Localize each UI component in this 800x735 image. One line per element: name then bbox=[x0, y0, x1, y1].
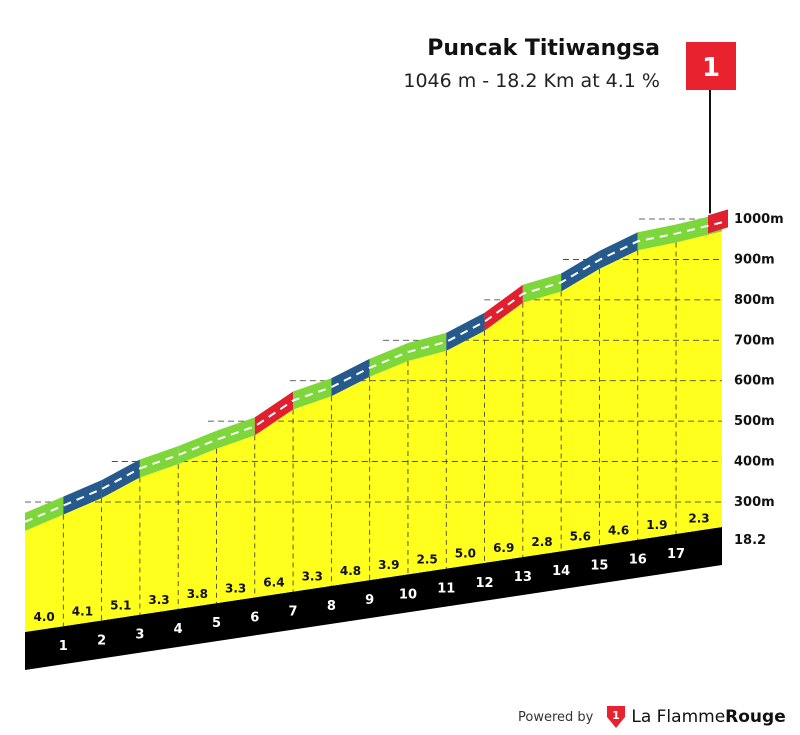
gradient-label: 4.1 bbox=[72, 604, 93, 618]
km-label: 6 bbox=[250, 610, 259, 625]
km-label: 4 bbox=[174, 622, 183, 637]
footer-attribution: Powered by 1 La Flamme Rouge bbox=[518, 705, 786, 729]
summit-cap bbox=[708, 209, 728, 234]
total-distance-label: 18.2 bbox=[734, 533, 766, 548]
flag-logo-icon: 1 bbox=[607, 706, 626, 728]
gradient-label: 4.0 bbox=[34, 610, 55, 624]
gradient-label: 3.9 bbox=[378, 558, 399, 572]
km-label: 12 bbox=[476, 576, 494, 591]
gradient-label: 3.8 bbox=[187, 587, 208, 601]
km-label: 1 bbox=[59, 639, 68, 654]
profile-fill-area bbox=[25, 231, 722, 632]
base-road bbox=[25, 527, 722, 670]
climb-subtitle: 1046 m - 18.2 Km at 4.1 % bbox=[403, 70, 660, 92]
powered-by-text: Powered by bbox=[518, 709, 594, 725]
brand-name-part2: Rouge bbox=[725, 707, 786, 727]
km-label: 9 bbox=[365, 593, 374, 608]
road-segment bbox=[599, 232, 638, 269]
y-tick-label: 300m bbox=[734, 495, 775, 510]
km-label: 11 bbox=[437, 582, 455, 597]
gradient-label: 2.3 bbox=[688, 511, 709, 525]
gradient-label: 4.6 bbox=[608, 524, 629, 538]
gradient-label: 3.3 bbox=[302, 570, 323, 584]
km-label: 5 bbox=[212, 616, 221, 631]
gradient-label: 6.9 bbox=[493, 541, 514, 555]
svg-text:1: 1 bbox=[613, 709, 621, 722]
gradient-label: 2.5 bbox=[416, 552, 437, 566]
road-segment bbox=[637, 224, 677, 251]
km-label: 16 bbox=[629, 553, 647, 568]
brand-name-part1: La Flamme bbox=[631, 707, 726, 727]
road-centerline bbox=[24, 221, 723, 523]
km-label: 10 bbox=[399, 587, 417, 602]
road-segment bbox=[484, 284, 523, 331]
km-label: 2 bbox=[97, 633, 106, 648]
gradient-label: 5.6 bbox=[570, 529, 591, 543]
km-label: 15 bbox=[590, 558, 608, 573]
y-tick-label: 700m bbox=[734, 333, 775, 348]
climb-title: Puncak Titiwangsa bbox=[427, 36, 660, 61]
km-label: 17 bbox=[667, 547, 685, 562]
y-tick-label: 600m bbox=[734, 374, 775, 389]
y-tick-label: 1000m bbox=[734, 212, 784, 227]
km-label: 3 bbox=[135, 628, 144, 643]
km-label: 7 bbox=[289, 605, 298, 620]
km-label: 8 bbox=[327, 599, 336, 614]
gradient-label: 5.1 bbox=[110, 599, 131, 613]
gradient-label: 3.3 bbox=[148, 593, 169, 607]
summit-flag-label: 1 bbox=[702, 53, 720, 83]
gradient-label: 3.3 bbox=[225, 581, 246, 595]
gradient-label: 4.8 bbox=[340, 564, 361, 578]
km-label: 13 bbox=[514, 570, 532, 585]
gradient-label: 2.8 bbox=[531, 535, 552, 549]
road-segment bbox=[522, 273, 562, 303]
gradient-label: 6.4 bbox=[263, 576, 284, 590]
gradient-label: 5.0 bbox=[455, 547, 476, 561]
y-tick-label: 900m bbox=[734, 252, 775, 267]
gradient-label: 1.9 bbox=[646, 518, 667, 532]
km-label: 14 bbox=[552, 564, 570, 579]
y-tick-label: 400m bbox=[734, 455, 775, 470]
y-tick-label: 500m bbox=[734, 414, 775, 429]
summit-flag bbox=[686, 42, 736, 90]
road-segment bbox=[561, 250, 600, 292]
y-tick-label: 800m bbox=[734, 293, 775, 308]
